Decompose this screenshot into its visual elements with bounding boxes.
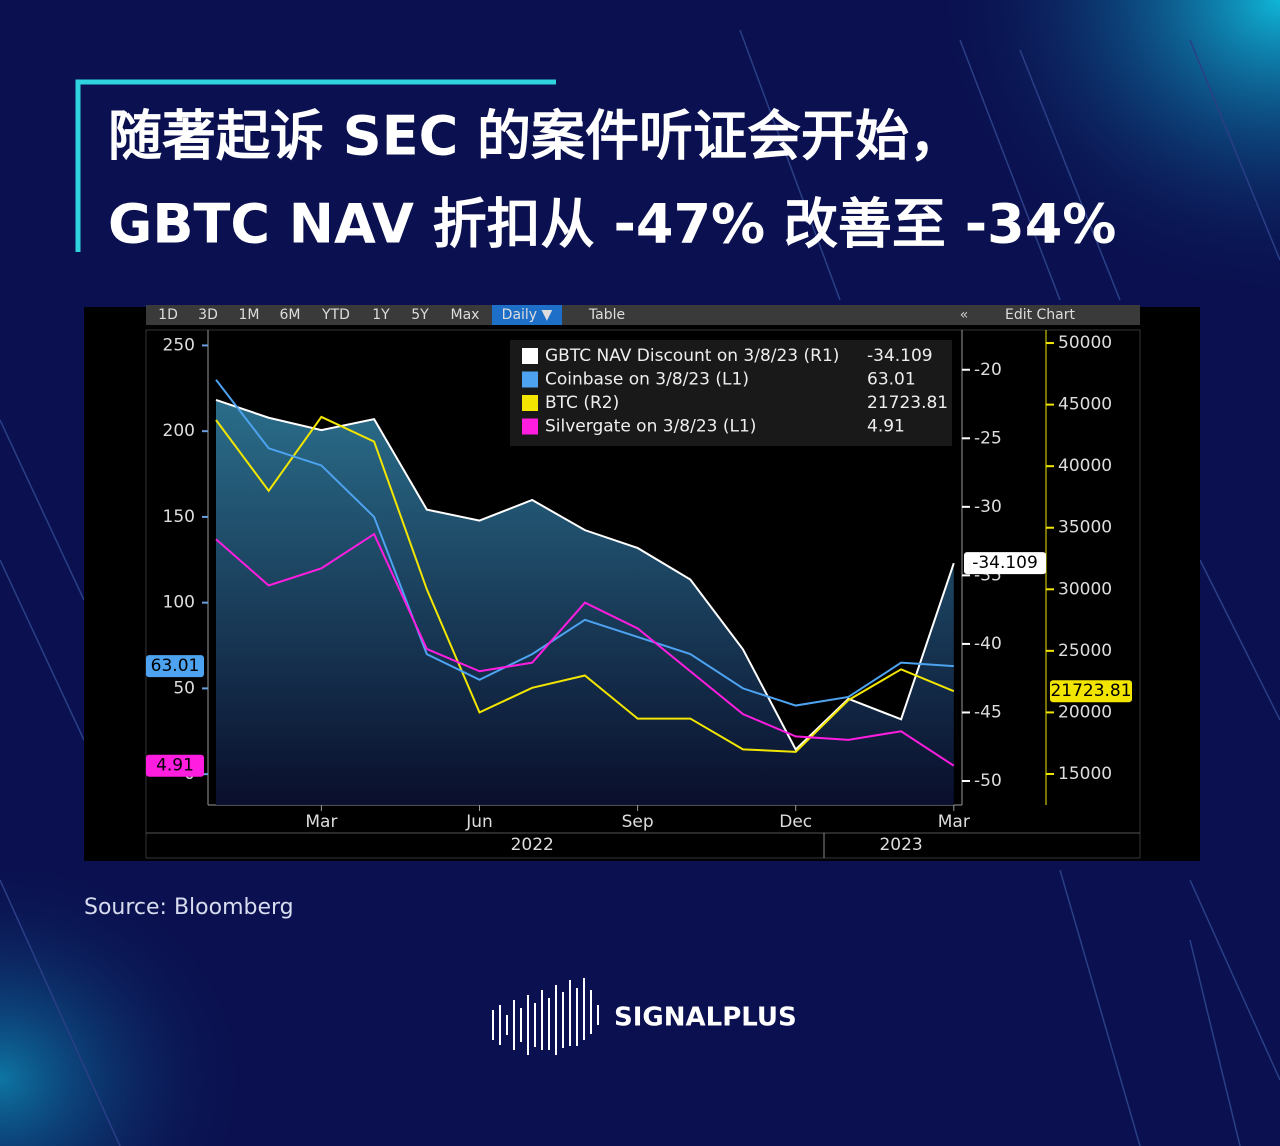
- chart-frame: [145, 329, 1141, 859]
- value-tag: [1050, 680, 1132, 703]
- toolbar-button[interactable]: 6M: [280, 307, 301, 323]
- brand: SIGNALPLUS: [614, 1003, 797, 1033]
- title: 随著起诉 SEC 的案件听证会开始，: [108, 105, 963, 168]
- legend-value: -34.109: [867, 346, 933, 366]
- x-tick-label: Jun: [465, 812, 493, 832]
- toolbar-button[interactable]: Max: [451, 307, 480, 323]
- year-label: 2023: [879, 835, 922, 855]
- legend: [510, 340, 952, 446]
- chart: 1D 3D 1M 6M YTD 1Y 5Y Max Daily ▼ Table Edit Chart…: [146, 305, 1140, 858]
- legend-swatch: [522, 395, 538, 411]
- y2-tick-label: -50: [974, 771, 1002, 791]
- value-tag: [964, 552, 1046, 575]
- toolbar-button[interactable]: 5Y: [411, 307, 429, 323]
- toolbar-button[interactable]: Daily ▼: [502, 307, 553, 323]
- y3-tick-label: 50000: [1058, 333, 1112, 353]
- x-tick-label: Sep: [622, 812, 654, 832]
- y2-tick-label: -25: [974, 428, 1002, 448]
- series-line: [215, 379, 954, 707]
- legend-label: GBTC NAV Discount on 3/8/23 (R1): [545, 346, 839, 366]
- legend-label: Coinbase on 3/8/23 (L1): [545, 370, 749, 390]
- legend-value: 4.91: [867, 417, 905, 437]
- legend-swatch: [522, 371, 538, 388]
- y2-tick-label: -20: [974, 360, 1002, 380]
- toolbar-button[interactable]: Edit Chart: [1005, 307, 1076, 323]
- brand-logo: [492, 978, 599, 1055]
- legend-swatch: [522, 418, 538, 435]
- toolbar-button[interactable]: 3D: [198, 307, 218, 323]
- y-tick-label: 150: [163, 507, 195, 527]
- y3-tick-label: 40000: [1058, 456, 1112, 476]
- legend-label: BTC (R2): [545, 393, 619, 413]
- value-tag-label: 4.91: [156, 756, 194, 776]
- y3-tick-label: 20000: [1058, 702, 1112, 722]
- collapse-icon[interactable]: «: [960, 307, 969, 323]
- toolbar-button[interactable]: 1M: [239, 307, 260, 323]
- y3-tick-label: 15000: [1058, 764, 1112, 784]
- toolbar-active: [492, 305, 562, 325]
- source: Source: Bloomberg: [84, 895, 294, 920]
- toolbar: [146, 305, 1140, 325]
- x-tick-label: Dec: [779, 812, 812, 832]
- legend-label: Silvergate on 3/8/23 (L1): [545, 417, 756, 437]
- legend-value: 63.01: [867, 370, 916, 390]
- series-line: [215, 415, 955, 753]
- toolbar-button[interactable]: 1D: [158, 307, 178, 323]
- series-line: [215, 398, 955, 752]
- x-tick-label: Mar: [305, 812, 337, 832]
- y3-tick-label: 25000: [1058, 641, 1112, 661]
- y2-tick-label: -30: [974, 497, 1002, 517]
- y-tick-label: 250: [163, 335, 195, 355]
- value-tag: [146, 754, 204, 777]
- toolbar-button[interactable]: 1Y: [372, 307, 390, 323]
- y-tick-label: 200: [163, 421, 195, 441]
- y2-tick-label: -40: [974, 634, 1002, 654]
- decor-lines: [0, 29, 1280, 1146]
- y3-tick-label: 45000: [1058, 395, 1112, 415]
- y-tick-label: 100: [163, 593, 195, 613]
- value-tag: [146, 655, 204, 678]
- value-tag-label: 21723.81: [1050, 681, 1131, 701]
- series-line: [215, 532, 955, 767]
- year-label: 2022: [511, 835, 554, 855]
- y-tick-label: 50: [173, 678, 195, 698]
- legend-value: 21723.81: [867, 393, 948, 413]
- y2-tick-label: -45: [974, 702, 1002, 722]
- toolbar-button[interactable]: Table: [588, 307, 625, 323]
- legend-swatch: [522, 348, 538, 364]
- value-tag-label: -34.109: [972, 553, 1038, 573]
- x-tick-label: Mar: [938, 812, 970, 832]
- y3-tick-label: 30000: [1058, 579, 1112, 599]
- toolbar-button[interactable]: YTD: [321, 307, 350, 323]
- title-bracket: [75, 79, 556, 252]
- value-tag-label: 63.01: [151, 656, 200, 676]
- y3-tick-label: 35000: [1058, 518, 1112, 538]
- title: GBTC NAV 折扣从 -47% 改善至 -34%: [108, 193, 1116, 256]
